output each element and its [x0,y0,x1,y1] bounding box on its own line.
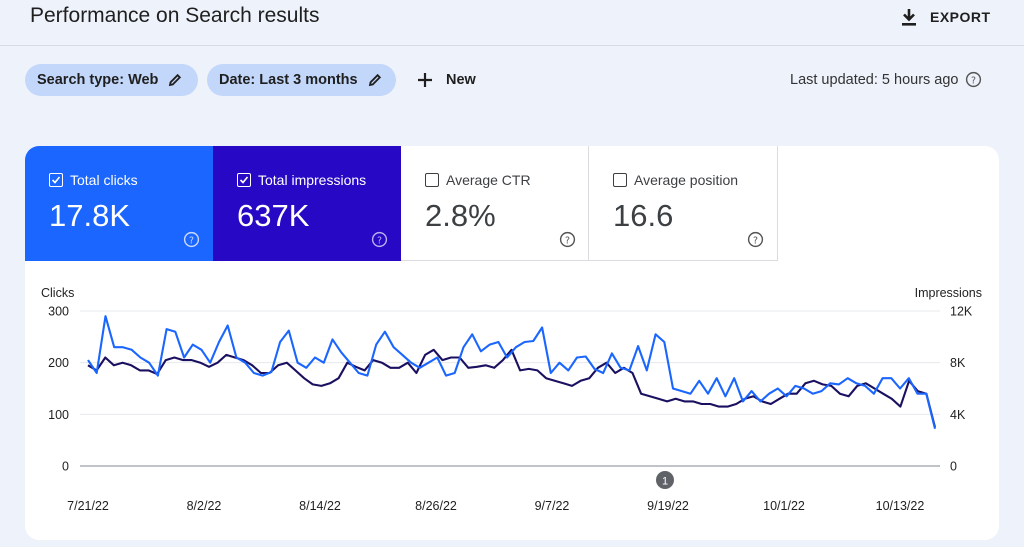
help-circle-icon[interactable]: ? [183,231,200,248]
svg-text:?: ? [189,235,194,246]
pencil-icon [368,73,381,87]
metric-label: Total impressions [258,172,367,188]
series-line-total-clicks [87,315,937,430]
page-title: Performance on Search results [30,4,320,27]
checkbox-icon[interactable] [425,173,439,187]
plus-icon [418,73,432,87]
metric-label: Total clicks [70,172,138,188]
left-tick-label: 100 [48,408,69,422]
metric-label: Average position [634,172,739,188]
checkbox-icon[interactable] [613,173,627,187]
annotation-marker [656,471,674,489]
page-header: Performance on Search results EXPORT [0,0,1024,46]
annotation-label: 1 [662,476,668,488]
svg-text:?: ? [753,235,758,246]
metric-label: Average CTR [446,172,531,188]
help-circle-icon[interactable]: ? [747,231,764,248]
search-type-filter-chip[interactable]: Search type: Web [25,64,198,96]
right-tick-label: 12K [950,305,973,319]
pencil-icon [169,73,182,87]
left-tick-label: 200 [48,356,69,370]
right-tick-label: 0 [950,460,957,474]
x-tick-label: 8/2/22 [187,499,222,513]
help-circle-icon[interactable]: ? [371,231,388,248]
left-tick-label: 0 [62,460,69,474]
x-tick-label: 7/21/22 [67,499,109,513]
right-tick-label: 4K [950,408,966,422]
metric-value: 17.8K [49,198,131,233]
export-label: EXPORT [930,9,991,25]
download-icon [902,9,916,26]
metric-average-ctr[interactable]: Average CTR 2.8% ? [401,146,589,261]
right-tick-label: 8K [950,356,966,370]
date-filter-label: Date: Last 3 months [219,72,358,88]
metric-total-clicks[interactable]: Total clicks 17.8K ? [25,146,213,261]
performance-card: Total clicks 17.8K ? Total impressions 6… [25,146,999,540]
left-axis-label: Clicks [41,286,74,300]
metric-value: 16.6 [613,198,674,233]
new-filter-button[interactable]: New [416,68,476,92]
help-circle-icon[interactable]: ? [559,231,576,248]
svg-text:?: ? [377,235,382,246]
metric-value: 2.8% [425,198,496,233]
series-line-total-impressions [87,348,937,428]
new-label: New [446,72,476,88]
last-updated-text: Last updated: 5 hours ago [790,71,959,88]
right-axis-label: Impressions [915,286,982,300]
checkbox-icon[interactable] [237,173,251,187]
metric-total-impressions[interactable]: Total impressions 637K ? [213,146,401,261]
x-tick-label: 8/26/22 [415,499,457,513]
x-tick-label: 8/14/22 [299,499,341,513]
export-button[interactable]: EXPORT [900,6,991,28]
x-tick-label: 10/13/22 [876,499,925,513]
performance-chart: Clicks Impressions 0 0 100 4K 200 8K 300 12K 7/21/… [41,286,982,513]
search-type-label: Search type: Web [37,72,159,88]
x-tick-label: 9/19/22 [647,499,689,513]
date-filter-chip[interactable]: Date: Last 3 months [207,64,396,96]
svg-text:?: ? [970,75,975,86]
x-tick-label: 9/7/22 [535,499,570,513]
metric-value: 637K [237,198,310,233]
left-tick-label: 300 [48,305,69,319]
checkbox-icon[interactable] [49,173,63,187]
help-circle-icon[interactable]: ? [965,71,982,88]
x-tick-label: 10/1/22 [763,499,805,513]
svg-text:?: ? [565,235,570,246]
last-updated: Last updated: 5 hours ago ? [790,71,982,88]
metric-average-position[interactable]: Average position 16.6 ? [589,146,778,261]
